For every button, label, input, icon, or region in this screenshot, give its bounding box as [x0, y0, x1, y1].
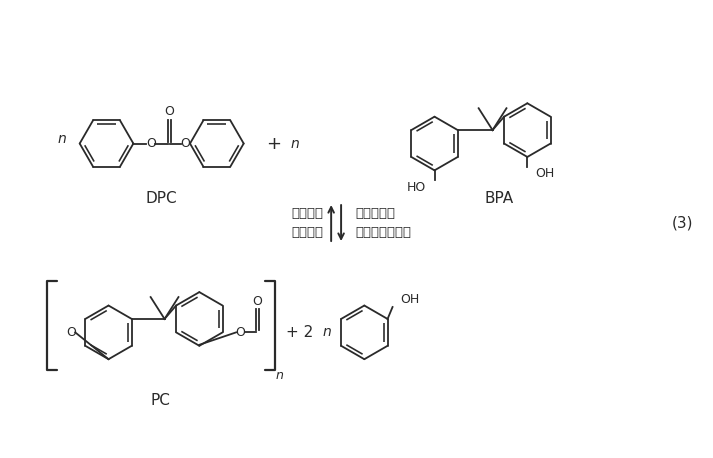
Text: O: O: [165, 105, 175, 118]
Text: OH: OH: [401, 293, 420, 305]
Text: + 2: + 2: [286, 325, 313, 340]
Text: O: O: [66, 326, 76, 339]
Text: BPA: BPA: [484, 191, 513, 206]
Text: n: n: [276, 369, 284, 382]
Text: 逆反应更易发生: 逆反应更易发生: [355, 226, 411, 240]
Text: OH: OH: [535, 167, 555, 180]
Text: O: O: [146, 137, 155, 150]
Text: +: +: [266, 135, 281, 153]
Text: 无溶剂，: 无溶剂，: [291, 207, 323, 219]
Text: n: n: [291, 136, 299, 151]
Text: HO: HO: [407, 181, 426, 194]
Text: 真空熴融: 真空熴融: [291, 226, 323, 240]
Text: (3): (3): [672, 216, 693, 230]
Text: n: n: [322, 325, 331, 339]
Text: n: n: [58, 131, 66, 146]
Text: O: O: [252, 294, 262, 308]
Text: 平衡反应，: 平衡反应，: [355, 207, 395, 219]
Text: DPC: DPC: [146, 191, 178, 206]
Text: O: O: [180, 137, 190, 150]
Text: O: O: [236, 326, 245, 339]
Text: PC: PC: [151, 393, 171, 409]
